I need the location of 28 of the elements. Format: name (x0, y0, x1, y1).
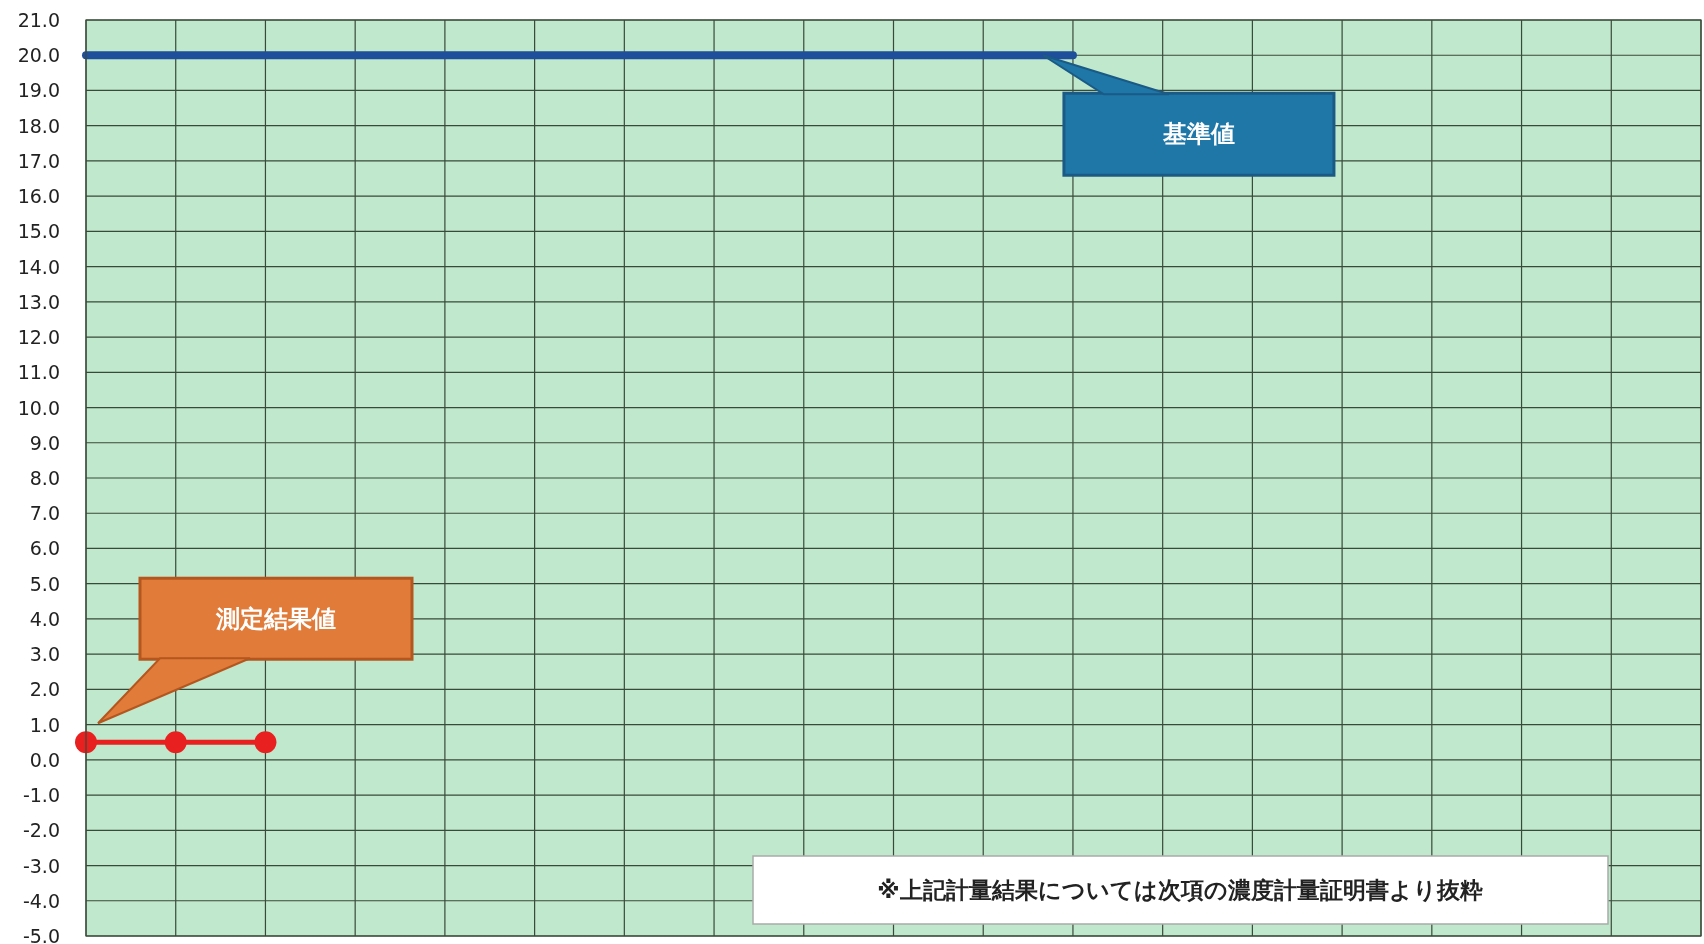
y-tick-label: 17.0 (17, 149, 60, 172)
annotation: ※上記計量結果については次項の濃度計量証明書より抜粋 (877, 877, 1483, 903)
y-tick-label: 7.0 (29, 502, 60, 525)
y-tick-label: 18.0 (17, 114, 60, 137)
y-tick-label: 8.0 (29, 467, 60, 489)
y-tick-label: 20.0 (17, 44, 60, 67)
y-tick-label: 11.0 (17, 361, 60, 384)
y-tick-label: 13.0 (17, 290, 60, 313)
y-tick-label: 10.0 (17, 396, 60, 419)
y-tick-label: 21.0 (17, 9, 60, 31)
y-tick-label: -4.0 (22, 889, 60, 912)
y-tick-label: -3.0 (22, 854, 60, 877)
y-tick-label: 15.0 (17, 220, 60, 243)
y-tick-label: 1.0 (29, 713, 60, 736)
y-tick-label: 19.0 (17, 79, 60, 102)
y-tick-label: 12.0 (17, 326, 60, 349)
y-tick-label: 16.0 (17, 185, 60, 208)
y-tick-label: 3.0 (29, 643, 60, 666)
y-tick-label: 0.0 (29, 748, 60, 771)
y-tick-label: 9.0 (29, 431, 60, 454)
y-tick-label: 5.0 (29, 572, 60, 595)
y-tick-label: 2.0 (29, 678, 60, 701)
y-tick-label: 4.0 (29, 607, 60, 630)
y-tick-label: 6.0 (29, 537, 60, 560)
y-tick-label: 14.0 (17, 255, 60, 278)
y-tick-label: -5.0 (22, 925, 60, 944)
y-tick-label: -1.0 (22, 784, 60, 807)
y-tick-label: -2.0 (22, 819, 60, 842)
